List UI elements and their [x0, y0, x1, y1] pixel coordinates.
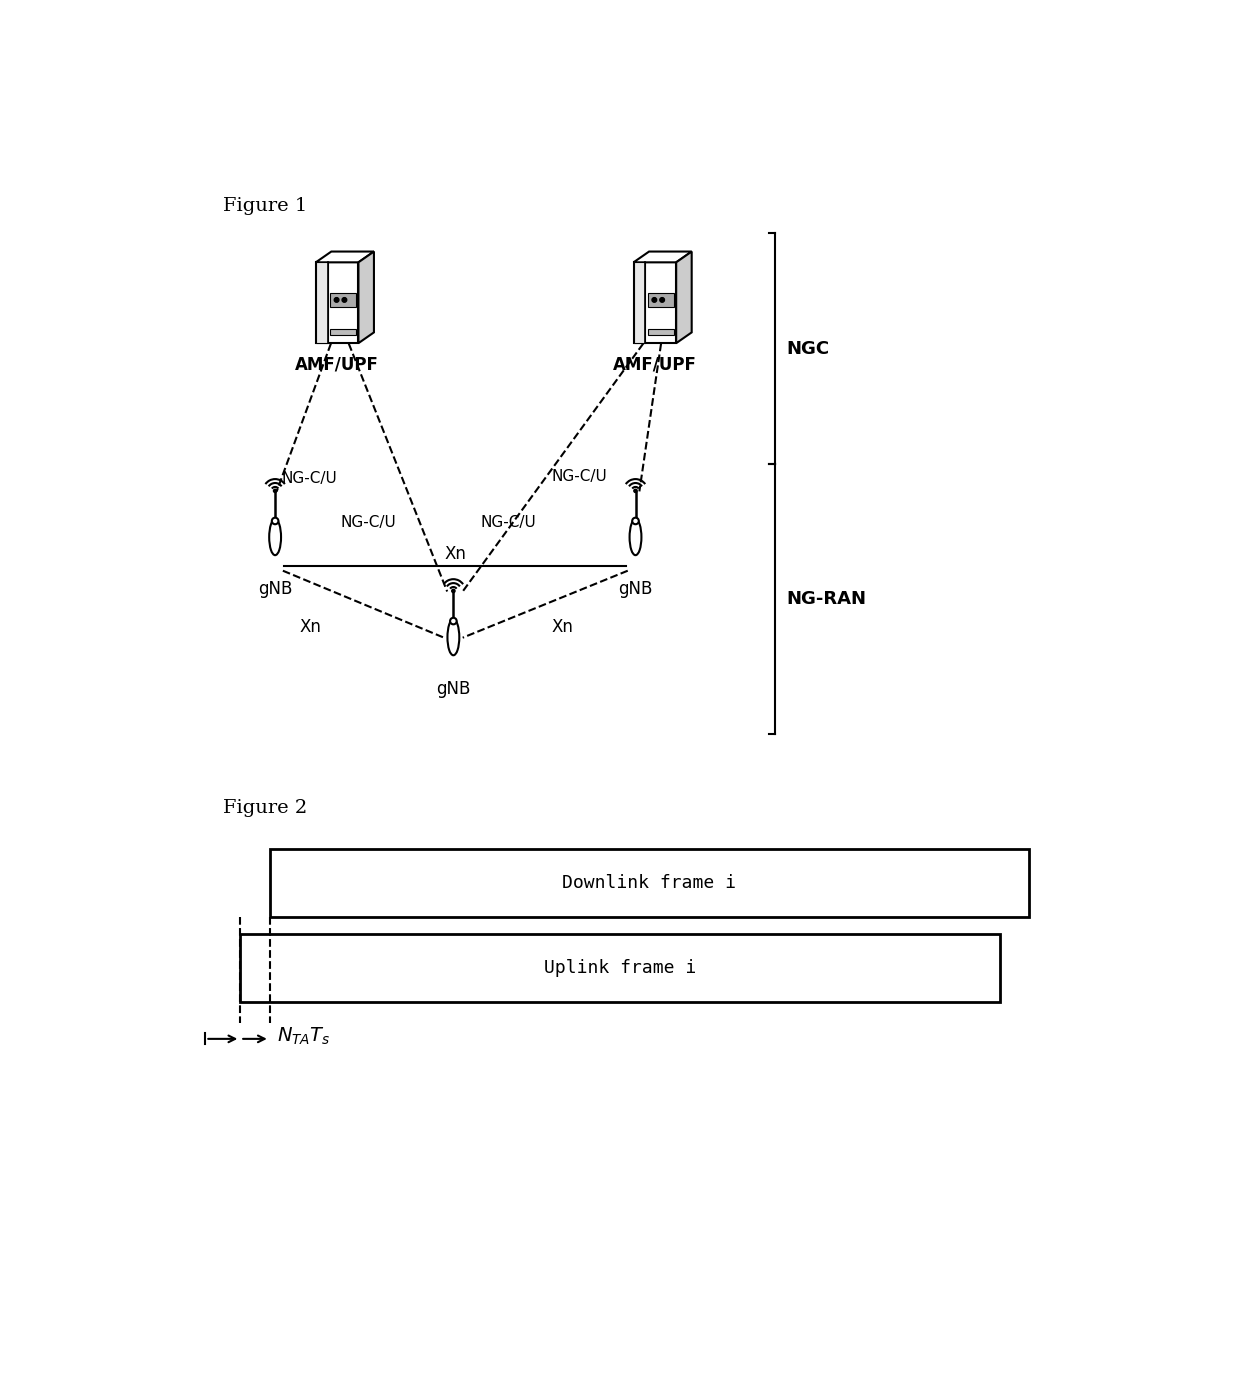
Ellipse shape	[269, 519, 281, 556]
Text: AMF/UPF: AMF/UPF	[613, 356, 697, 374]
Circle shape	[451, 589, 455, 592]
Polygon shape	[676, 252, 692, 343]
Text: NG-C/U: NG-C/U	[481, 515, 536, 529]
Text: NGC: NGC	[786, 340, 830, 358]
Polygon shape	[330, 293, 356, 307]
Text: Downlink frame i: Downlink frame i	[563, 875, 737, 892]
Text: NG-C/U: NG-C/U	[341, 515, 397, 529]
FancyBboxPatch shape	[270, 850, 1029, 917]
Text: gNB: gNB	[619, 580, 652, 598]
Text: Xn: Xn	[552, 619, 574, 637]
Polygon shape	[330, 329, 356, 335]
FancyBboxPatch shape	[241, 934, 999, 1002]
Ellipse shape	[630, 519, 641, 556]
Text: Xn: Xn	[444, 545, 466, 563]
Text: Figure 2: Figure 2	[223, 799, 308, 818]
Text: AMF/UPF: AMF/UPF	[295, 356, 379, 374]
Polygon shape	[634, 252, 692, 262]
Text: NG-C/U: NG-C/U	[552, 469, 608, 484]
Polygon shape	[647, 293, 673, 307]
Polygon shape	[634, 262, 676, 343]
Ellipse shape	[448, 619, 459, 655]
Polygon shape	[647, 329, 673, 335]
Text: NG-RAN: NG-RAN	[786, 591, 867, 608]
Text: Uplink frame i: Uplink frame i	[544, 959, 696, 977]
Polygon shape	[316, 262, 358, 343]
Polygon shape	[316, 262, 327, 343]
Circle shape	[660, 298, 665, 302]
Circle shape	[342, 298, 347, 302]
Text: gNB: gNB	[258, 580, 293, 598]
Circle shape	[274, 489, 277, 493]
Polygon shape	[316, 252, 374, 262]
Text: Xn: Xn	[300, 619, 322, 637]
Circle shape	[634, 489, 637, 493]
Text: NG-C/U: NG-C/U	[281, 470, 337, 486]
Circle shape	[335, 298, 339, 302]
Polygon shape	[634, 262, 646, 343]
Polygon shape	[358, 252, 374, 343]
Text: gNB: gNB	[436, 680, 470, 699]
Text: $N_{TA}T_s$: $N_{TA}T_s$	[278, 1026, 331, 1047]
Circle shape	[652, 298, 657, 302]
Circle shape	[632, 518, 639, 524]
Circle shape	[272, 518, 279, 524]
Text: Figure 1: Figure 1	[223, 197, 308, 216]
Circle shape	[450, 617, 456, 624]
